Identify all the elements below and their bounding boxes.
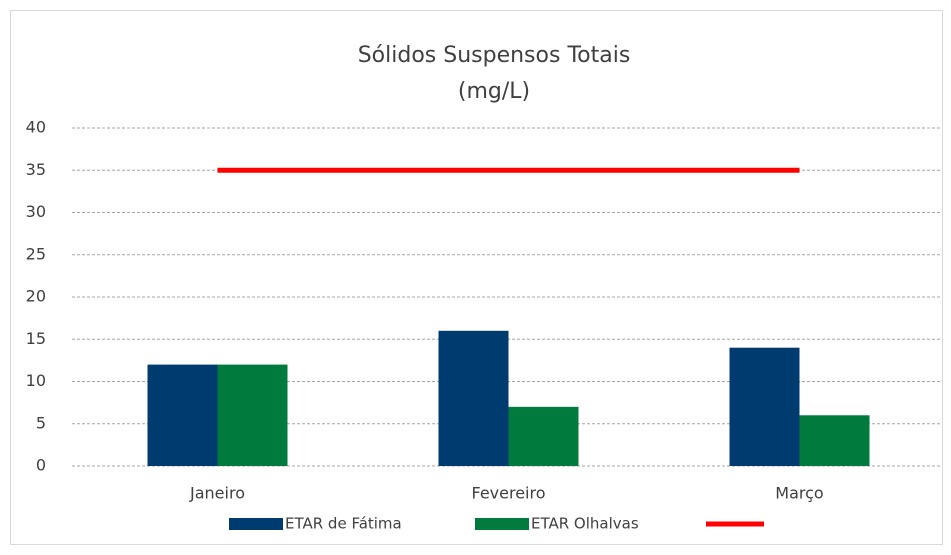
y-tick-label: 30 <box>26 202 46 221</box>
bar <box>729 347 800 466</box>
y-tick-label: 25 <box>26 244 46 263</box>
x-tick-label: Março <box>775 484 823 503</box>
bar <box>217 364 288 466</box>
x-tick-label: Fevereiro <box>471 484 545 503</box>
x-tick-label: Janeiro <box>189 484 245 503</box>
legend-label: ETAR de Fátima <box>285 515 402 533</box>
y-tick-label: 35 <box>26 160 46 179</box>
chart-title: (mg/L) <box>458 79 530 104</box>
legend-label: ETAR Olhalvas <box>531 515 639 533</box>
legend-swatch <box>229 518 283 530</box>
y-tick-label: 15 <box>26 329 46 348</box>
legend-swatch <box>475 518 529 530</box>
bar <box>508 406 579 466</box>
bar <box>438 330 509 466</box>
y-tick-label: 0 <box>36 456 46 475</box>
y-tick-label: 10 <box>26 371 46 390</box>
y-tick-label: 5 <box>36 413 46 432</box>
y-tick-label: 40 <box>26 118 46 137</box>
chart-title: Sólidos Suspensos Totais <box>358 43 631 68</box>
y-tick-label: 20 <box>26 287 46 306</box>
bar <box>147 364 218 466</box>
bar <box>799 415 870 466</box>
